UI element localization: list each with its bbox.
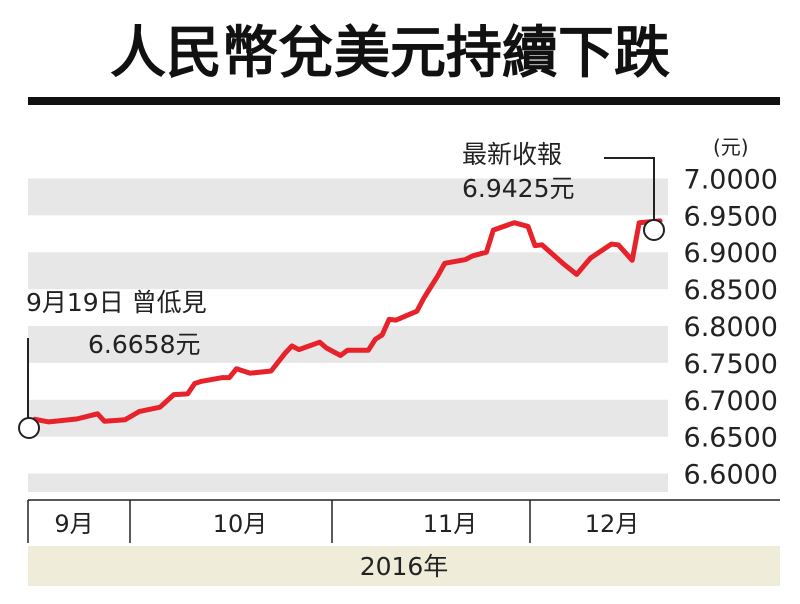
grid-bands [28, 178, 668, 492]
title-rule [28, 97, 780, 105]
y-tick-label: 6.9000 [684, 238, 778, 269]
latest-point-marker [643, 219, 665, 241]
annotation-latest: 最新收報 6.9425元 [462, 140, 665, 241]
y-tick-label: 6.8500 [684, 275, 778, 306]
low-point-marker [18, 417, 40, 439]
grid-band [28, 473, 668, 492]
annotation-latest-line1: 最新收報 [462, 140, 562, 169]
x-axis: 9月 10月 11月 12月 [27, 499, 780, 543]
y-tick-label: 6.8000 [684, 312, 778, 343]
annotation-low-line2: 6.6658元 [88, 330, 200, 359]
year-band [28, 546, 780, 586]
month-label-oct: 10月 [213, 510, 268, 538]
grid-band [28, 399, 668, 437]
y-tick-label: 7.0000 [684, 164, 778, 195]
y-tick-label: 6.7000 [684, 386, 778, 417]
month-label-sep: 9月 [54, 510, 93, 538]
y-tick-label: 6.6000 [684, 460, 778, 491]
year-label: 2016年 [360, 552, 449, 581]
grid-band [28, 326, 668, 363]
annotation-latest-line2: 6.9425元 [462, 174, 574, 203]
series-line [25, 218, 663, 428]
chart-title: 人民幣兌美元持續下跌 [110, 20, 670, 86]
annotation-low: 9月19日 曾低見 6.6658元 [18, 288, 207, 439]
month-label-nov: 11月 [423, 510, 478, 538]
grid-band [28, 252, 668, 290]
y-tick-label: 6.7500 [684, 349, 778, 380]
y-tick-label: 6.6500 [684, 423, 778, 454]
grid-band [28, 178, 668, 216]
annotation-low-line1: 9月19日 曾低見 [26, 288, 207, 317]
month-label-dec: 12月 [585, 510, 640, 538]
y-axis-ticks: 7.0000 6.9500 6.9000 6.8500 6.8000 6.7500 6.70… [684, 164, 778, 490]
y-tick-label: 6.9500 [684, 201, 778, 232]
unit-label: (元) [713, 135, 749, 159]
